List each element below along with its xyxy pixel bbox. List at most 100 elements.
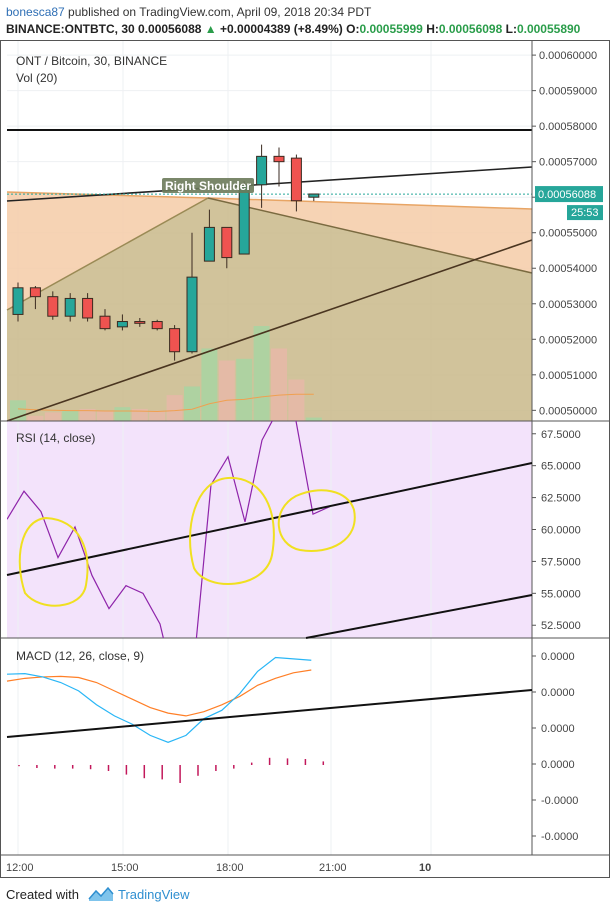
rsi-tick-label: 55.0000 [541, 588, 581, 600]
last-price-tag-bg [535, 186, 603, 203]
volume-bar [149, 410, 166, 421]
candle-body [47, 296, 59, 317]
neckline-trendline [6, 166, 533, 202]
volume-bar [184, 386, 200, 421]
l-label: L: [505, 22, 517, 36]
candle-body [29, 287, 41, 298]
pattern-label-bg [162, 178, 254, 193]
volume-bar [271, 348, 287, 421]
price-tick-label: 0.00055000 [539, 228, 597, 240]
rsi-tick-label: 67.5000 [541, 429, 581, 441]
countdown-tag: 25:53 [571, 207, 599, 219]
volume-bar [288, 379, 305, 421]
tradingview-brand[interactable]: TradingView [118, 887, 190, 902]
h-value: 0.00056098 [438, 22, 503, 36]
rsi-trendline-lower [305, 594, 533, 639]
o-value: 0.00055999 [359, 22, 423, 36]
volume-bar [218, 360, 235, 421]
candle-body [64, 297, 76, 317]
rsi-pane-bg [7, 421, 532, 638]
change-value: +0.00004389 (+8.49%) [220, 22, 343, 36]
pattern-edge [207, 197, 533, 274]
volume-bar [27, 415, 44, 421]
h-label: H: [426, 22, 439, 36]
published-text: published on TradingView.com, April 09, … [64, 5, 372, 19]
rsi-tick-label: 62.5000 [541, 493, 581, 505]
chart-header: bonesca87 published on TradingView.com, … [0, 0, 610, 40]
time-tick-label: 15:00 [111, 862, 139, 874]
tradingview-logo-icon[interactable] [88, 885, 114, 903]
macd-tick-label: -0.0000 [541, 795, 578, 807]
volume-bar [114, 407, 131, 421]
rsi-tick-label: 52.5000 [541, 620, 581, 632]
time-tick-label: 21:00 [319, 862, 347, 874]
candle-body [116, 321, 128, 328]
macd-pane-bg [7, 638, 532, 855]
symbol-label: BINANCE:ONTBTC, 30 [6, 22, 135, 36]
chart-area[interactable]: Right Shoulder 0.00060000 0.00059000 0.0005… [0, 40, 610, 878]
candle-body [134, 321, 146, 324]
pattern-label: Right Shoulder [165, 179, 251, 193]
time-tick-label: 12:00 [6, 862, 34, 874]
time-tick-label: 10 [419, 862, 431, 874]
volume-bar [131, 408, 148, 421]
price-tick-label: 0.00054000 [539, 263, 597, 275]
candle-body [273, 155, 285, 163]
rsi-line [7, 421, 331, 638]
rsi-tick-label: 65.0000 [541, 461, 581, 473]
ohlc-line: BINANCE:ONTBTC, 30 0.00056088 ▲ +0.00004… [6, 22, 580, 36]
volume-bar [79, 408, 96, 421]
volume-title: Vol (20) [16, 71, 58, 85]
price-tick-label: 0.00059000 [539, 86, 597, 98]
volume-ma-line [17, 393, 314, 413]
publish-line: bonesca87 published on TradingView.com, … [6, 5, 371, 19]
candle-body [221, 226, 233, 259]
footer: Created with TradingView [0, 880, 610, 912]
rsi-trendline [6, 462, 533, 576]
rsi-tick-label: 57.5000 [541, 556, 581, 568]
candle-body [12, 287, 24, 315]
candle-body [308, 193, 320, 198]
candle-body [238, 184, 250, 255]
o-label: O: [346, 22, 360, 36]
volume-bar [62, 410, 79, 421]
volume-bar [97, 410, 113, 421]
signal-line [6, 669, 312, 717]
macd-pane-title: MACD (12, 26, close, 9) [16, 649, 145, 663]
price-tick-label: 0.00052000 [539, 334, 597, 346]
chart-canvas[interactable]: Right Shoulder 0.00060000 0.00059000 0.0005… [0, 40, 610, 878]
candle-body [169, 328, 181, 353]
volume-bar [236, 358, 253, 421]
highlight-circle [18, 516, 89, 607]
rsi-pane-title: RSI (14, close) [16, 431, 96, 445]
support-trendline [6, 239, 533, 422]
pattern-lower-fill [7, 198, 532, 421]
volume-bar [253, 326, 270, 421]
last-price-tag: 0.00056088 [538, 189, 596, 201]
volume-bar [305, 417, 322, 421]
volume-bar [166, 395, 183, 421]
macd-tick-label: 0.0000 [541, 687, 575, 699]
countdown-tag-bg [567, 205, 603, 221]
macd-tick-label: -0.0000 [541, 831, 578, 843]
macd-line [6, 656, 312, 743]
author-link[interactable]: bonesca87 [6, 5, 65, 19]
volume-bar [44, 412, 61, 421]
price-pane-title: ONT / Bitcoin, 30, BINANCE [16, 54, 168, 68]
macd-tick-label: 0.0000 [541, 651, 575, 663]
up-arrow-icon: ▲ [204, 22, 217, 36]
candle-body [186, 276, 198, 353]
macd-tick-label: 0.0000 [541, 759, 575, 771]
highlight-circle [277, 489, 356, 552]
price-tick-label: 0.00050000 [539, 405, 597, 417]
candle-body [82, 297, 94, 319]
macd-trendline [6, 689, 533, 738]
candle-body [256, 155, 268, 186]
open-price: 0.00056088 [138, 22, 202, 36]
volume-bar [201, 348, 218, 421]
time-tick-label: 18:00 [216, 862, 244, 874]
candle-body [99, 315, 111, 330]
price-tick-label: 0.00058000 [539, 121, 597, 133]
candle-body [151, 321, 163, 330]
pattern-fill [7, 192, 532, 310]
